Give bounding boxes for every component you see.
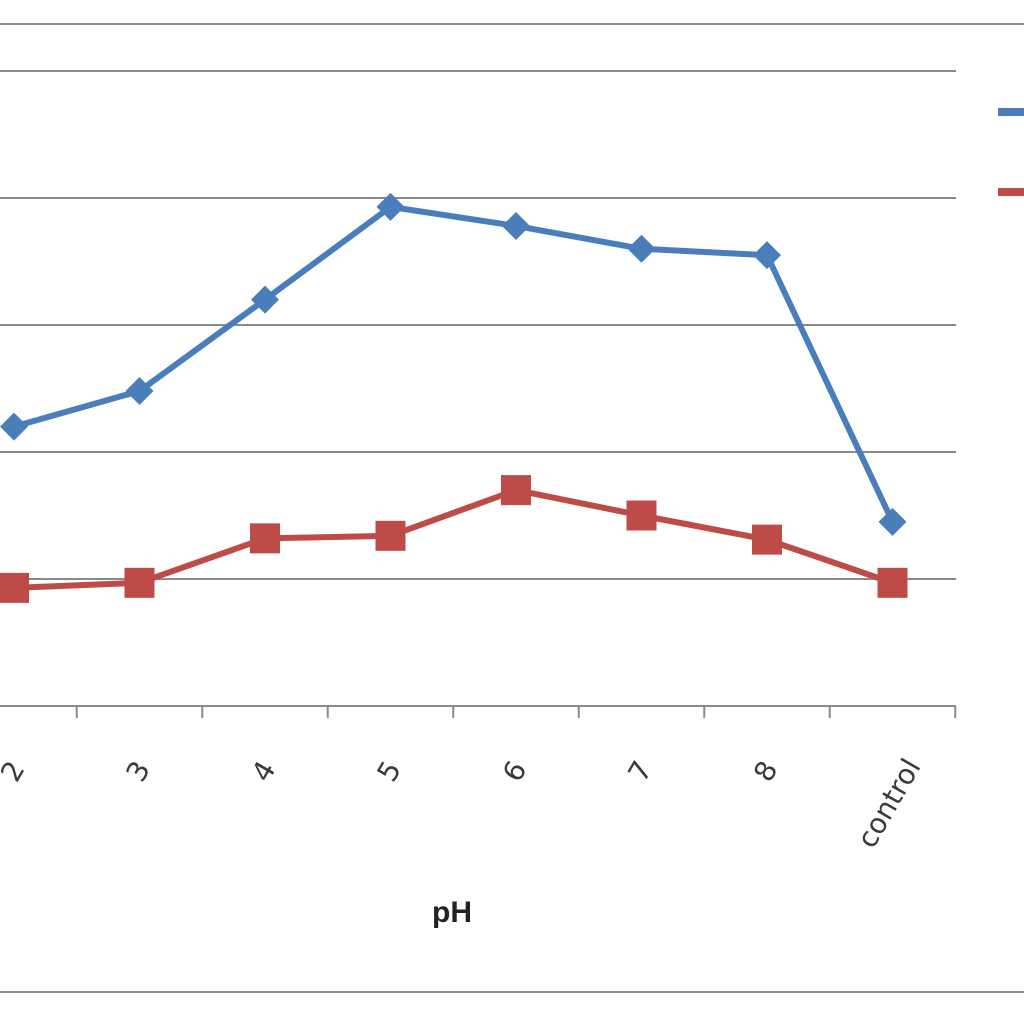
series-line xyxy=(11,487,896,591)
x-tick-label: 3 xyxy=(119,755,156,787)
data-point-square xyxy=(0,572,29,603)
series-2 xyxy=(0,475,908,603)
data-point-square xyxy=(375,520,406,551)
x-tick-label: 5 xyxy=(370,755,407,787)
data-point-diamond xyxy=(251,285,279,314)
data-point-square xyxy=(877,567,908,598)
x-axis-title: pH xyxy=(432,896,472,929)
data-point-square xyxy=(250,523,280,554)
series-1 xyxy=(0,192,907,536)
data-point-diamond xyxy=(125,377,154,406)
x-axis: 2 3 4 5 6 7 8 control xyxy=(0,705,957,854)
chart-frame xyxy=(0,23,1024,993)
legend xyxy=(998,108,1024,196)
data-point-diamond xyxy=(0,412,28,441)
data-point-diamond xyxy=(878,507,907,536)
data-point-square xyxy=(501,475,531,506)
data-point-square xyxy=(124,567,155,598)
x-tick-label: control xyxy=(850,753,927,854)
series-layer xyxy=(0,192,908,603)
data-point-diamond xyxy=(376,192,405,221)
data-point-square xyxy=(752,524,782,555)
data-point-diamond xyxy=(502,211,530,240)
data-point-square xyxy=(626,500,657,531)
data-point-diamond xyxy=(753,241,781,270)
series-line xyxy=(11,203,896,525)
x-tick-label: 7 xyxy=(621,755,658,787)
x-tick-label: 6 xyxy=(496,755,533,787)
x-tick-label: 4 xyxy=(245,755,282,787)
gridlines xyxy=(0,70,956,580)
x-tick-label: 2 xyxy=(0,755,31,787)
data-point-diamond xyxy=(627,234,656,263)
x-tick-label: 8 xyxy=(747,755,784,787)
